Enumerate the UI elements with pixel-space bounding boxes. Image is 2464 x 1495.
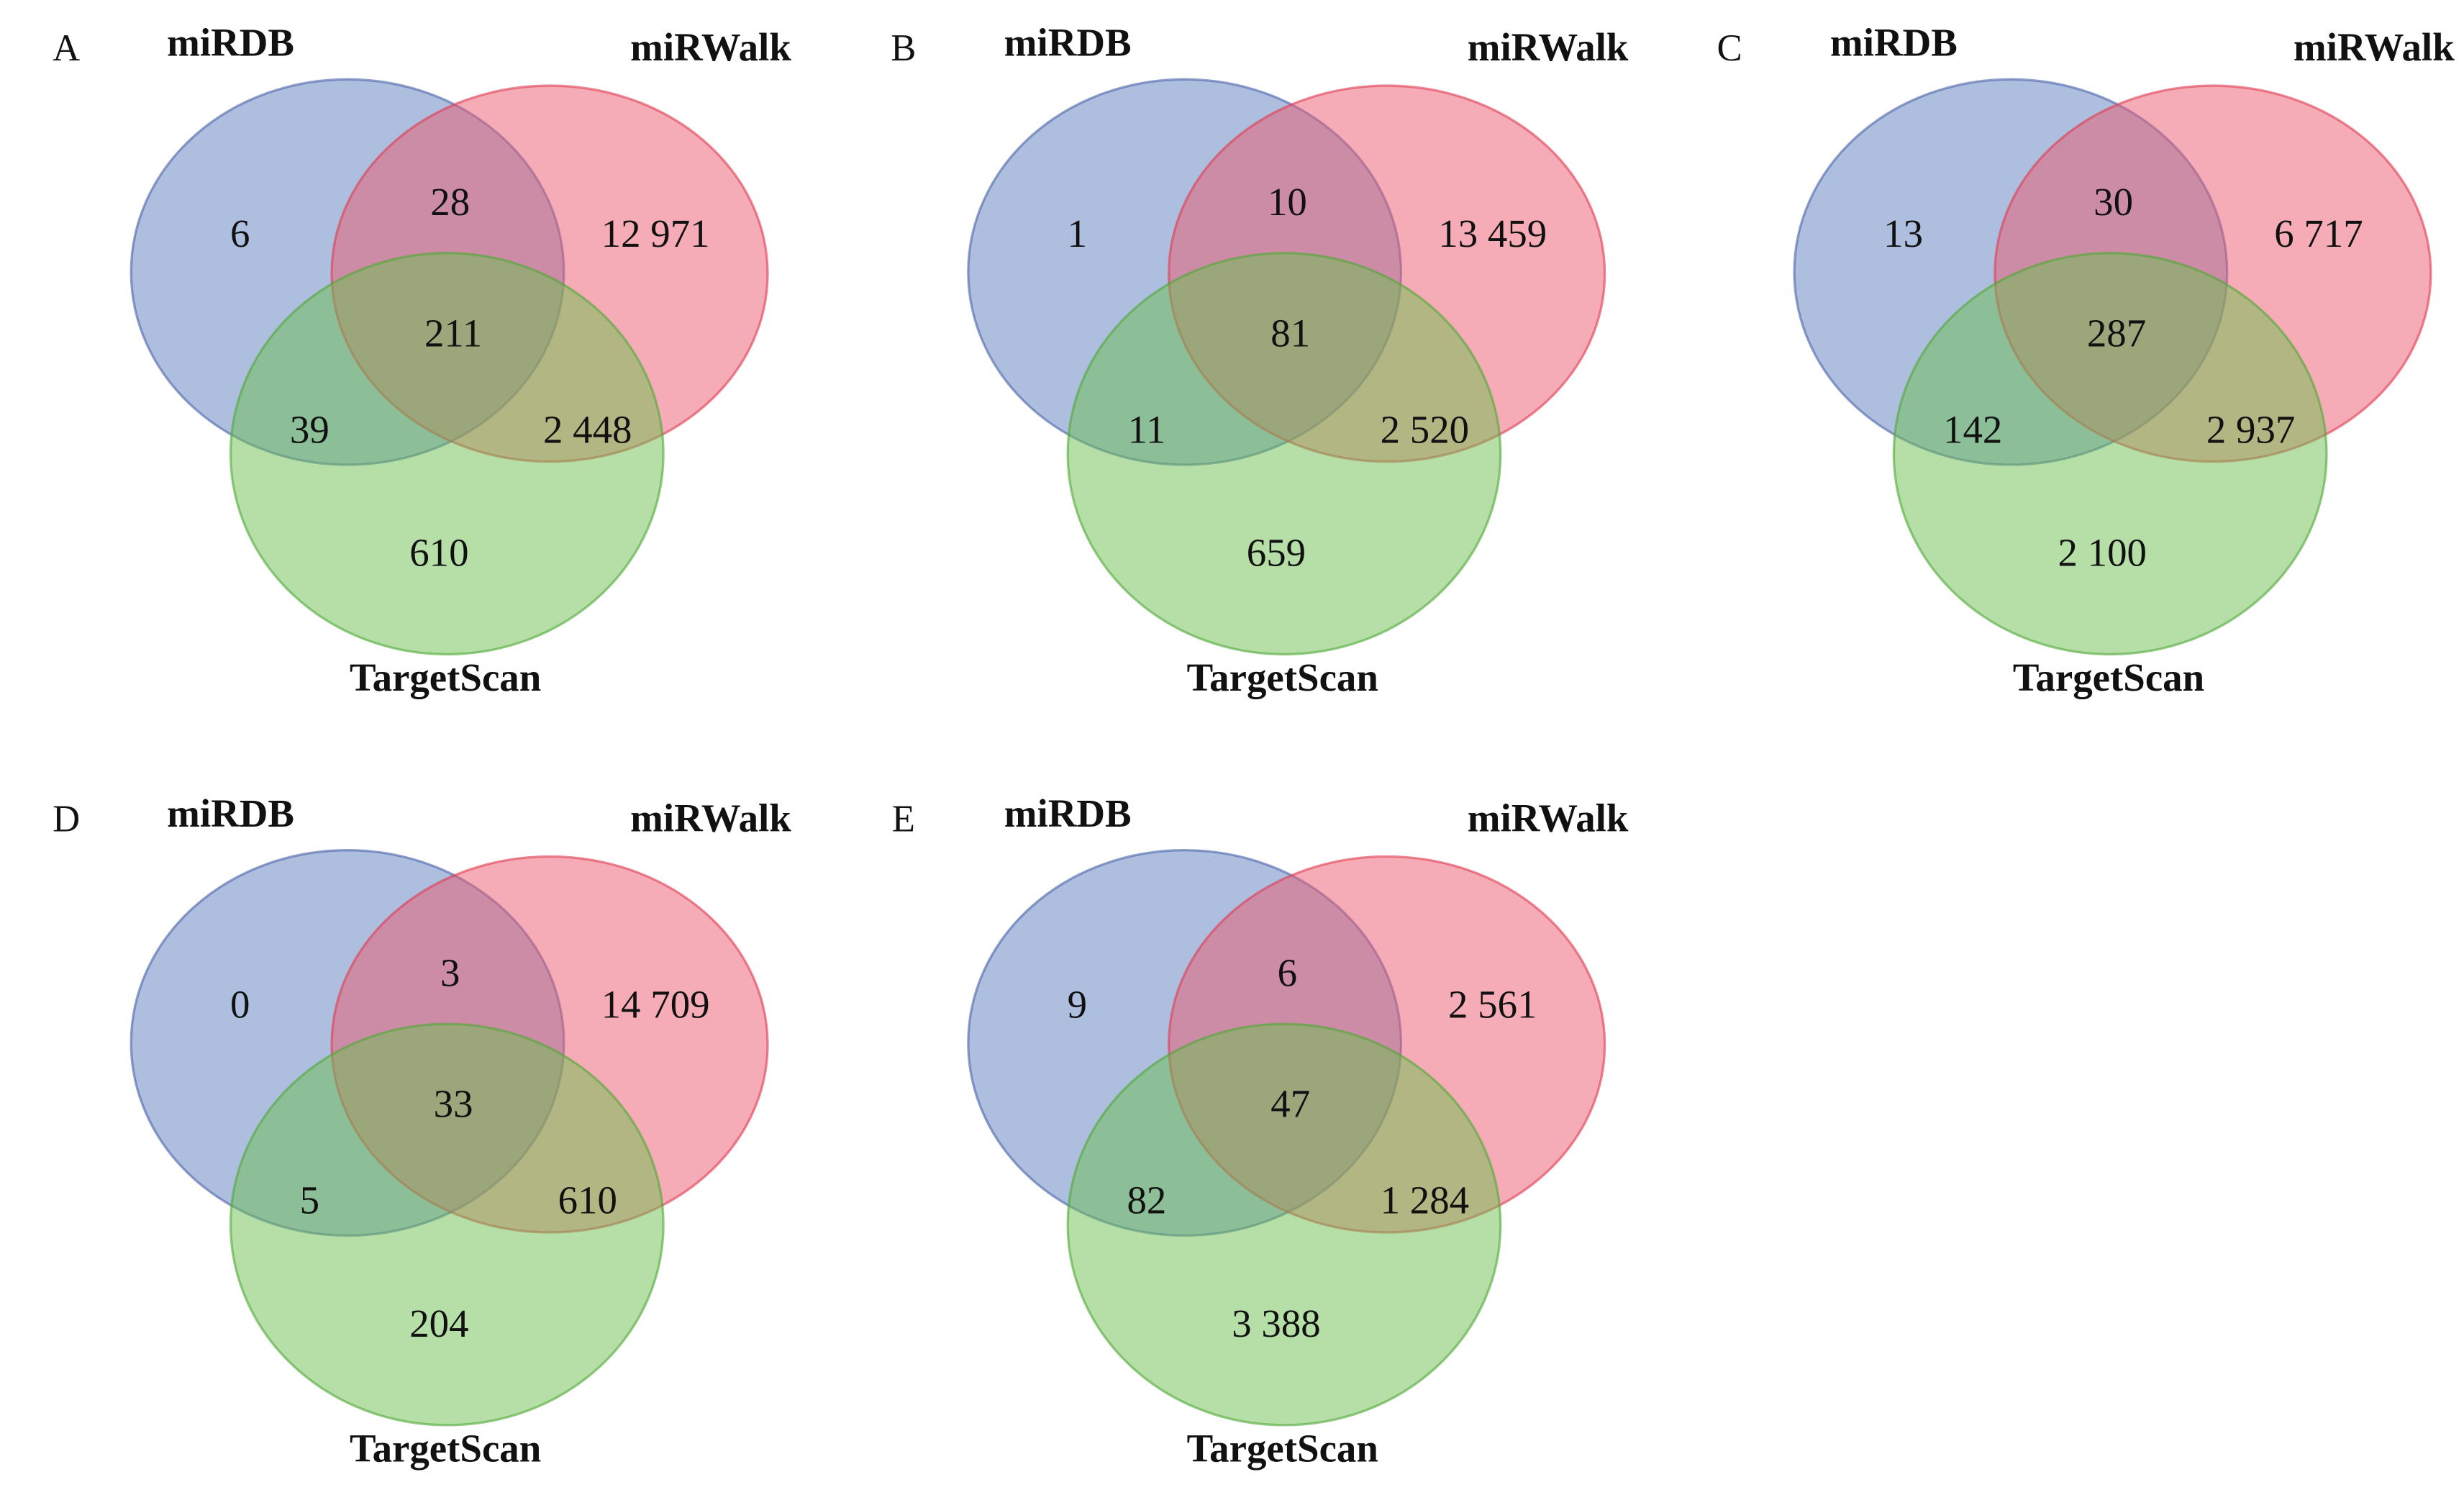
venn-circle-targetscan xyxy=(229,1022,665,1427)
region-count-mirwalk-targetscan: 610 xyxy=(558,1178,617,1222)
region-count-targetscan-only: 3 388 xyxy=(1232,1301,1320,1345)
region-count-mirwalk-targetscan: 2 520 xyxy=(1381,407,1469,451)
region-count-all: 287 xyxy=(2087,311,2146,355)
region-count-all: 211 xyxy=(424,311,482,355)
region-count-mirdb-only: 0 xyxy=(230,982,250,1026)
region-count-mirdb-only: 9 xyxy=(1068,982,1087,1026)
region-count-mirdb-targetscan: 5 xyxy=(300,1178,319,1222)
region-count-mirwalk-targetscan: 2 937 xyxy=(2206,407,2295,451)
region-count-mirwalk-only: 13 459 xyxy=(1438,212,1547,255)
region-count-all: 81 xyxy=(1270,311,1310,355)
set-label-mirwalk: miRWalk xyxy=(630,25,791,69)
set-label-mirwalk: miRWalk xyxy=(630,796,791,840)
region-count-mirdb-mirwalk: 30 xyxy=(2094,180,2133,224)
venn-circle-targetscan xyxy=(1892,252,2328,656)
set-label-targetscan: TargetScan xyxy=(1187,655,1378,699)
region-count-mirdb-targetscan: 39 xyxy=(290,407,329,451)
region-count-mirdb-mirwalk: 28 xyxy=(430,180,470,224)
region-count-mirwalk-only: 14 709 xyxy=(601,982,710,1026)
region-count-all: 47 xyxy=(1270,1082,1310,1126)
region-count-targetscan-only: 610 xyxy=(409,531,468,575)
region-count-mirwalk-only: 2 561 xyxy=(1448,982,1537,1026)
set-label-mirdb: miRDB xyxy=(167,791,294,835)
region-count-mirdb-mirwalk: 6 xyxy=(1278,951,1297,995)
region-count-mirwalk-only: 12 971 xyxy=(601,212,710,255)
panel-label: E xyxy=(892,798,915,840)
region-count-mirdb-targetscan: 142 xyxy=(1943,407,2002,451)
region-count-mirdb-targetscan: 82 xyxy=(1127,1178,1167,1222)
region-count-mirdb-targetscan: 11 xyxy=(1128,407,1166,451)
panel-label: C xyxy=(1717,27,1742,69)
region-count-mirdb-mirwalk: 10 xyxy=(1268,180,1307,224)
region-count-mirwalk-only: 6 717 xyxy=(2274,212,2363,255)
region-count-mirdb-mirwalk: 3 xyxy=(440,951,460,995)
venn-circle-targetscan xyxy=(1066,252,1502,656)
panel-label: D xyxy=(53,798,80,840)
region-count-targetscan-only: 2 100 xyxy=(2058,531,2146,575)
region-count-mirwalk-targetscan: 2 448 xyxy=(543,407,632,451)
set-label-mirdb: miRDB xyxy=(1830,20,1958,64)
region-count-all: 33 xyxy=(434,1082,473,1126)
set-label-mirdb: miRDB xyxy=(167,20,294,64)
panel-label: B xyxy=(891,27,916,69)
region-count-mirdb-only: 6 xyxy=(230,212,250,255)
set-label-mirdb: miRDB xyxy=(1004,791,1132,835)
set-label-targetscan: TargetScan xyxy=(1187,1426,1378,1470)
set-label-targetscan: TargetScan xyxy=(350,655,541,699)
set-label-mirwalk: miRWalk xyxy=(1468,25,1629,69)
region-count-targetscan-only: 204 xyxy=(409,1301,468,1345)
region-count-targetscan-only: 659 xyxy=(1247,531,1306,575)
venn-circle-targetscan xyxy=(1066,1022,1502,1427)
region-count-mirdb-only: 13 xyxy=(1883,212,1923,255)
region-count-mirwalk-targetscan: 1 284 xyxy=(1381,1178,1469,1222)
panel-label: A xyxy=(53,27,80,69)
venn-circle-targetscan xyxy=(229,252,665,656)
region-count-mirdb-only: 1 xyxy=(1068,212,1087,255)
set-label-mirwalk: miRWalk xyxy=(2293,25,2455,69)
set-label-targetscan: TargetScan xyxy=(2013,655,2204,699)
set-label-targetscan: TargetScan xyxy=(350,1426,541,1470)
set-label-mirdb: miRDB xyxy=(1004,20,1132,64)
set-label-mirwalk: miRWalk xyxy=(1468,796,1629,840)
